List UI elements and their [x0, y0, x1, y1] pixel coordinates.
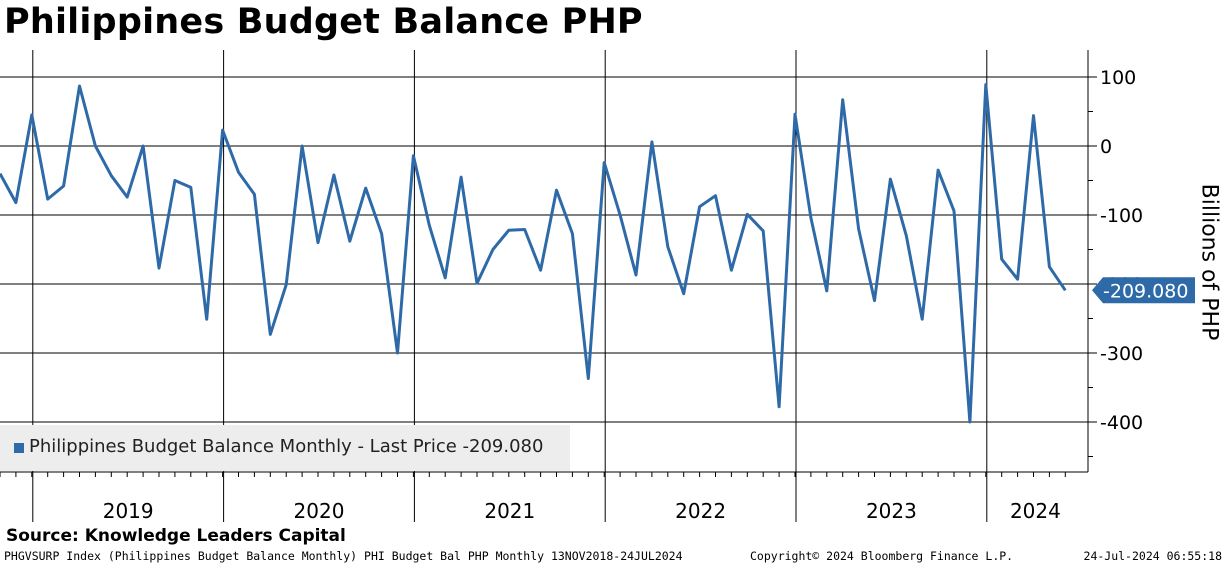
- last-value-tag: [1092, 277, 1195, 304]
- data-point: [619, 214, 622, 217]
- data-point: [635, 274, 638, 277]
- data-point: [809, 216, 812, 219]
- data-point: [937, 169, 940, 172]
- data-point: [285, 283, 288, 286]
- data-point: [650, 140, 653, 143]
- footer-timestamp: 24-Jul-2024 06:55:18: [1083, 549, 1222, 563]
- data-point: [968, 421, 971, 424]
- data-point: [205, 318, 208, 321]
- data-point: [539, 269, 542, 272]
- data-point: [348, 240, 351, 243]
- year-label: 2024: [1010, 499, 1061, 523]
- y-tick-label: -100: [1100, 205, 1143, 227]
- data-point: [1048, 265, 1051, 268]
- data-point: [984, 83, 987, 86]
- data-point: [237, 171, 240, 174]
- horizontal-gridlines: [0, 76, 1088, 423]
- data-point: [412, 154, 415, 157]
- data-point: [841, 98, 844, 101]
- series-group: [0, 83, 1067, 424]
- legend: Philippines Budget Balance Monthly - Las…: [0, 425, 570, 471]
- footer-copyright: Copyright© 2024 Bloomberg Finance L.P.: [750, 549, 1014, 563]
- data-point: [173, 179, 176, 182]
- data-point: [269, 333, 272, 336]
- data-point: [62, 185, 65, 188]
- y-axis-label: Billions of PHP: [1196, 183, 1222, 341]
- data-point: [873, 299, 876, 302]
- data-point: [301, 145, 304, 148]
- year-label: 2019: [103, 499, 154, 523]
- data-point: [698, 205, 701, 208]
- data-point: [825, 289, 828, 292]
- data-point: [46, 198, 49, 201]
- year-label: 2023: [866, 499, 917, 523]
- data-point: [428, 224, 431, 227]
- data-point: [253, 193, 256, 196]
- data-point: [476, 282, 479, 285]
- data-point: [158, 267, 161, 270]
- data-point: [30, 113, 33, 116]
- data-point: [396, 352, 399, 355]
- legend-swatch: [14, 443, 24, 453]
- data-point: [507, 229, 510, 232]
- data-point: [953, 209, 956, 212]
- data-point: [794, 113, 797, 116]
- last-value-label: -209.080: [1103, 280, 1188, 302]
- data-point: [889, 178, 892, 181]
- data-point: [730, 269, 733, 272]
- data-point: [682, 292, 685, 295]
- data-point: [921, 318, 924, 321]
- data-point: [571, 232, 574, 235]
- data-point: [189, 186, 192, 189]
- data-point: [317, 241, 320, 244]
- data-point: [444, 276, 447, 279]
- data-point: [905, 234, 908, 237]
- chart-title: Philippines Budget Balance PHP: [4, 2, 643, 42]
- data-point: [587, 377, 590, 380]
- y-tick-label: 100: [1100, 67, 1136, 89]
- legend-label: Philippines Budget Balance Monthly - Las…: [29, 436, 544, 457]
- data-point: [666, 245, 669, 248]
- year-label: 2021: [484, 499, 535, 523]
- series-line: [0, 83, 1067, 424]
- data-point: [555, 189, 558, 192]
- data-point: [14, 201, 17, 204]
- footer-index-info: PHGVSURP Index (Philippines Budget Balan…: [4, 549, 683, 563]
- data-point: [523, 228, 526, 231]
- data-point: [142, 145, 145, 148]
- data-point: [603, 161, 606, 164]
- data-point: [78, 84, 81, 87]
- data-point: [460, 176, 463, 179]
- data-point: [94, 145, 97, 148]
- data-point: [1032, 114, 1035, 117]
- data-point: [332, 173, 335, 176]
- data-point: [380, 232, 383, 235]
- data-point: [110, 174, 113, 177]
- y-tick-label: -300: [1100, 343, 1143, 365]
- data-point: [221, 129, 224, 132]
- year-label: 2020: [294, 499, 345, 523]
- source-note: Source: Knowledge Leaders Capital: [6, 526, 346, 546]
- y-tick-label: 0: [1100, 136, 1112, 158]
- year-label: 2022: [675, 499, 726, 523]
- data-point: [364, 187, 367, 190]
- x-axis: 2019 2020 2021 2022 2023 2024: [0, 471, 1088, 523]
- data-point: [746, 213, 749, 216]
- data-point: [491, 248, 494, 251]
- last-value-marker: -209.080: [1092, 277, 1195, 304]
- data-point: [857, 227, 860, 230]
- data-point: [126, 196, 129, 199]
- data-point: [714, 194, 717, 197]
- y-tick-label: -400: [1100, 412, 1143, 434]
- data-point: [778, 405, 781, 408]
- data-point: [1016, 278, 1019, 281]
- data-point: [762, 229, 765, 232]
- data-point: [1064, 289, 1067, 292]
- data-point: [1000, 258, 1003, 261]
